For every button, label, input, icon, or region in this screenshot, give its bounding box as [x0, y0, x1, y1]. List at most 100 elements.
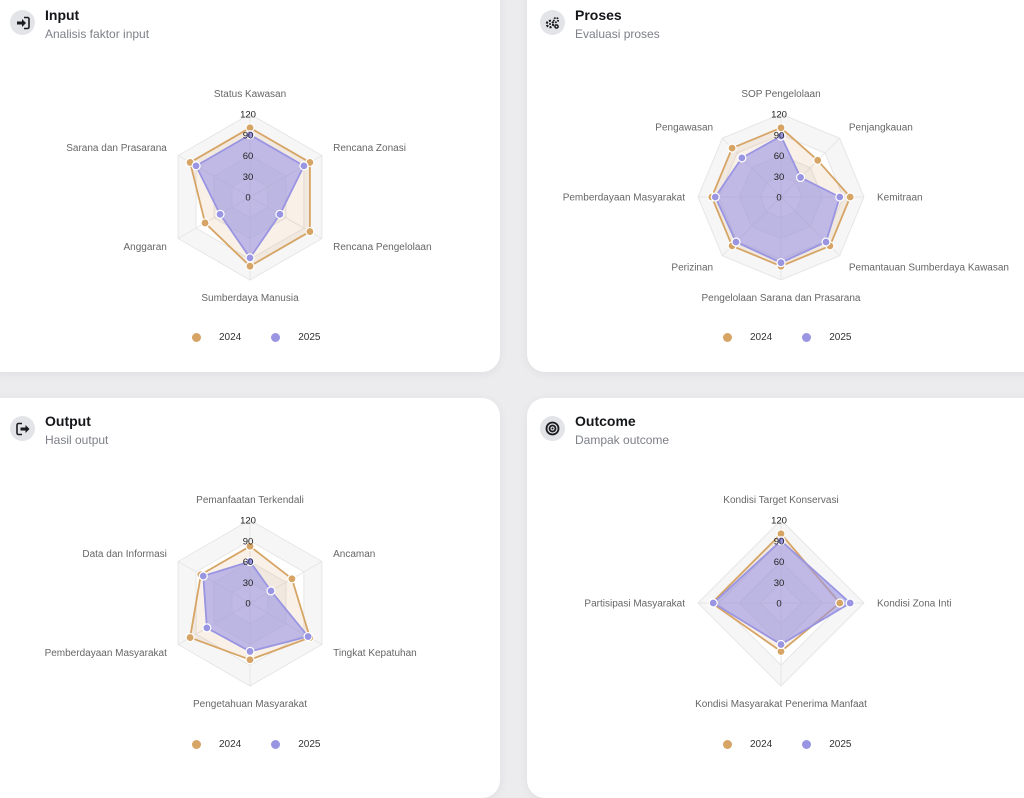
- tick-label: 90: [774, 536, 785, 547]
- legend-swatch-2025[interactable]: [271, 333, 281, 342]
- category-label: Pemantauan Sumberdaya Kawasan: [849, 263, 1009, 274]
- sign-out-icon: [10, 416, 35, 441]
- legend-label-2024[interactable]: 2024: [219, 739, 242, 750]
- target-icon: [540, 416, 565, 441]
- card-output-header: Output Hasil output: [10, 412, 108, 447]
- data-point-2025[interactable]: [737, 153, 747, 163]
- category-label: Pengetahuan Masyarakat: [193, 699, 307, 710]
- tick-label: 120: [240, 516, 256, 527]
- legend-label-2024[interactable]: 2024: [219, 332, 242, 343]
- data-point-2024[interactable]: [200, 218, 210, 228]
- legend-swatch-2025[interactable]: [271, 740, 281, 749]
- category-label: Pengelolaan Sarana dan Prasarana: [701, 293, 860, 304]
- category-label: Rencana Zonasi: [333, 143, 406, 154]
- data-point-2025[interactable]: [202, 623, 212, 633]
- data-point-2025[interactable]: [245, 253, 255, 263]
- category-label: SOP Pengelolaan: [741, 89, 820, 100]
- tick-label: 30: [774, 172, 785, 183]
- tick-label: 90: [774, 130, 785, 141]
- data-point-2025[interactable]: [821, 237, 831, 247]
- chart-legend: 2024 2025: [192, 739, 321, 750]
- legend-label-2025[interactable]: 2025: [298, 332, 321, 343]
- tick-label: 60: [774, 557, 785, 568]
- legend-swatch-2025[interactable]: [802, 740, 812, 749]
- legend-swatch-2024[interactable]: [723, 740, 732, 749]
- card-input-header: Input Analisis faktor input: [10, 6, 149, 41]
- data-point-2024[interactable]: [835, 598, 845, 608]
- legend-label-2025[interactable]: 2025: [298, 739, 321, 750]
- card-title: Outcome: [575, 413, 636, 429]
- category-label: Kondisi Target Konservasi: [723, 495, 838, 506]
- data-point-2025[interactable]: [245, 646, 255, 657]
- data-point-2025[interactable]: [215, 209, 225, 219]
- card-title: Output: [45, 413, 91, 429]
- data-point-2024[interactable]: [245, 541, 255, 551]
- data-point-2024[interactable]: [727, 143, 737, 153]
- radar-chart-input: 0 30 60 90 120 Status Kawasan Rencana Zonasi Re…: [66, 89, 431, 304]
- tick-label: 0: [245, 193, 250, 204]
- radar-chart-outcome: 0 30 60 90 120 Kondisi Target Konservasi Kondi…: [584, 495, 952, 710]
- data-point-2025[interactable]: [266, 586, 276, 596]
- data-point-2025[interactable]: [776, 639, 786, 650]
- legend-swatch-2025[interactable]: [802, 333, 812, 342]
- legend-label-2025[interactable]: 2025: [829, 739, 852, 750]
- data-point-2025[interactable]: [776, 258, 786, 268]
- data-point-2025[interactable]: [776, 536, 786, 546]
- data-point-2024[interactable]: [845, 192, 855, 202]
- data-point-2024[interactable]: [305, 226, 315, 237]
- category-label: Pengawasan: [655, 122, 713, 133]
- gears-icon: [540, 10, 565, 35]
- category-label: Partisipasi Masyarakat: [584, 599, 685, 610]
- data-point-2025[interactable]: [303, 631, 313, 642]
- tick-label: 120: [771, 110, 787, 121]
- legend-swatch-2024[interactable]: [192, 333, 201, 342]
- category-label: Ancaman: [333, 549, 375, 560]
- tick-label: 120: [771, 516, 787, 527]
- data-point-2024[interactable]: [185, 632, 195, 643]
- data-point-2025[interactable]: [710, 192, 720, 202]
- category-label: Sarana dan Prasarana: [66, 143, 167, 154]
- chart-legend: 2024 2025: [723, 332, 852, 343]
- tick-label: 60: [774, 151, 785, 162]
- category-label: Data dan Informasi: [82, 549, 167, 560]
- legend-label-2025[interactable]: 2025: [829, 332, 852, 343]
- data-point-2025[interactable]: [835, 192, 845, 202]
- tick-label: 30: [774, 578, 785, 589]
- data-point-2025[interactable]: [731, 237, 741, 247]
- data-point-2025[interactable]: [795, 172, 806, 183]
- data-point-2025[interactable]: [191, 161, 201, 171]
- data-point-2025[interactable]: [708, 598, 718, 608]
- tick-label: 0: [776, 599, 781, 610]
- data-point-2024[interactable]: [287, 574, 297, 584]
- card-subtitle: Analisis faktor input: [45, 27, 150, 41]
- tick-label: 30: [243, 578, 254, 589]
- chart-legend: 2024 2025: [723, 739, 852, 750]
- data-point-2025[interactable]: [198, 571, 208, 581]
- chart-legend: 2024 2025: [192, 332, 321, 343]
- legend-label-2024[interactable]: 2024: [750, 739, 773, 750]
- tick-label: 30: [243, 172, 254, 183]
- card-outcome-header: Outcome Dampak outcome: [540, 412, 669, 447]
- card-subtitle: Evaluasi proses: [575, 27, 660, 41]
- card-subtitle: Hasil output: [45, 433, 109, 447]
- radar-chart-output: 0 30 60 90 120 Pemanfaatan Terkendali Ancaman T…: [45, 495, 417, 710]
- data-point-2025[interactable]: [299, 161, 309, 171]
- category-label: Tingkat Kepatuhan: [333, 648, 417, 659]
- data-point-2025[interactable]: [245, 556, 255, 567]
- legend-label-2024[interactable]: 2024: [750, 332, 773, 343]
- tick-label: 60: [243, 557, 254, 568]
- data-point-2025[interactable]: [245, 130, 255, 140]
- category-label: Perizinan: [671, 263, 713, 274]
- data-point-2025[interactable]: [275, 209, 285, 219]
- radar-chart-proses: 0 30 60 90 120 SOP Pengelolaan Penjangkauan Kem…: [563, 89, 1009, 304]
- data-point-2025[interactable]: [845, 598, 855, 608]
- category-label: Sumberdaya Manusia: [201, 293, 299, 304]
- category-label: Kondisi Zona Inti: [877, 599, 952, 610]
- category-label: Pemberdayaan Masyarakat: [563, 193, 686, 204]
- tick-label: 90: [243, 536, 254, 547]
- data-point-2024[interactable]: [813, 155, 823, 165]
- data-point-2025[interactable]: [776, 131, 786, 141]
- legend-swatch-2024[interactable]: [723, 333, 732, 342]
- legend-swatch-2024[interactable]: [192, 740, 201, 749]
- category-label: Kemitraan: [877, 193, 923, 204]
